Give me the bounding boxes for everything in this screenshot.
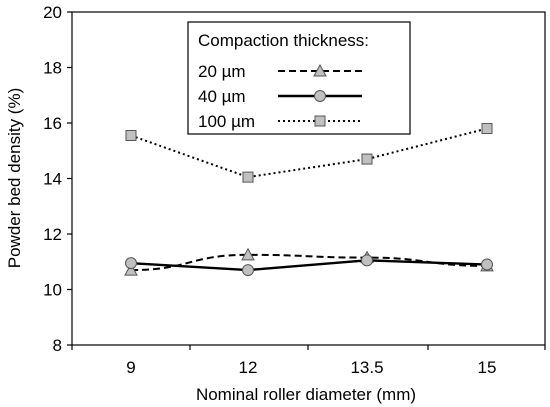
y-tick-label: 16	[43, 114, 62, 133]
y-axis-title: Powder bed density (%)	[5, 88, 24, 268]
legend-title: Compaction thickness:	[198, 31, 369, 50]
x-tick-label: 12	[239, 358, 258, 377]
y-tick-label: 10	[43, 281, 62, 300]
legend-marker	[314, 115, 326, 127]
x-tick-label: 15	[478, 358, 497, 377]
data-point	[481, 258, 493, 271]
y-tick-label: 14	[43, 170, 62, 189]
series-1	[125, 254, 493, 277]
data-point	[242, 264, 254, 277]
series-2	[125, 123, 493, 183]
series-line	[130, 127, 488, 179]
y-tick-label: 12	[43, 225, 62, 244]
data-point	[481, 123, 493, 135]
legend-marker	[314, 90, 326, 102]
data-point	[242, 171, 254, 183]
legend-label: 40 µm	[198, 87, 246, 106]
legend-box	[187, 21, 411, 135]
data-point	[241, 247, 255, 261]
data-point	[125, 257, 137, 270]
legend-label: 100 µm	[198, 112, 255, 131]
data-point	[361, 254, 373, 267]
x-axis-title: Nominal roller diameter (mm)	[196, 385, 416, 404]
legend: Compaction thickness: 20 µm 40 µm 100 µm	[187, 21, 411, 135]
series-layer	[124, 123, 494, 277]
y-tick-label: 20	[43, 3, 62, 22]
data-point	[124, 263, 138, 276]
data-point	[125, 129, 137, 141]
legend-label: 20 µm	[198, 62, 246, 81]
legend-marker	[313, 63, 327, 77]
axes: 8 10 12 14 16 18 20 9 12 13.5 15	[43, 3, 546, 377]
x-tick-label: 13.5	[350, 358, 383, 377]
x-tick-label: 9	[126, 358, 135, 377]
series-line	[130, 259, 488, 272]
y-tick-label: 18	[43, 59, 62, 78]
data-point	[361, 153, 373, 165]
y-tick-label: 8	[53, 336, 62, 355]
